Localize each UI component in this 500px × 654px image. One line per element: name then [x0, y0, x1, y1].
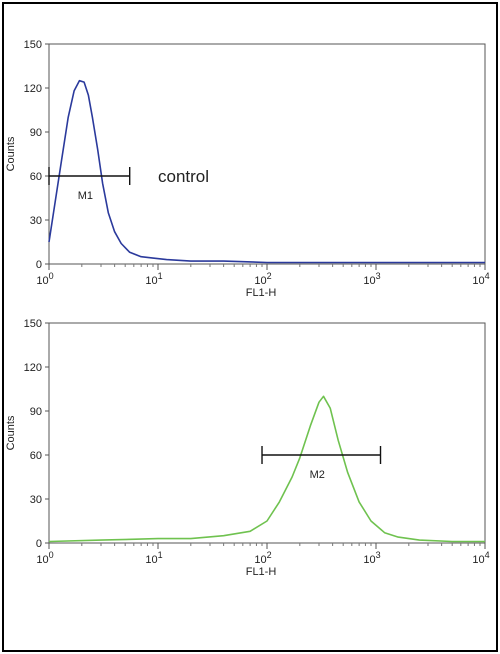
y-tick-label: 30 — [30, 494, 42, 506]
y-tick-label: 90 — [30, 127, 42, 139]
x-tick-label: 100 — [36, 550, 53, 566]
x-tick-label: 103 — [363, 271, 380, 287]
x-tick-label: 103 — [363, 550, 380, 566]
control-annotation: control — [158, 167, 209, 186]
y-tick-label: 120 — [24, 83, 42, 95]
y-tick-label: 120 — [24, 362, 42, 374]
y-tick-label: 60 — [30, 171, 42, 183]
y-tick-label: 0 — [36, 538, 42, 550]
y-tick-label: 90 — [30, 406, 42, 418]
histogram-panel-2: 0 30 60 90 120 150 100 101 102 103 104 FL1-H Counts M… — [5, 318, 490, 578]
histogram-line — [48, 79, 485, 264]
gate-label: M1 — [78, 190, 93, 202]
y-tick-label: 0 — [36, 259, 42, 271]
y-tick-label: 60 — [30, 450, 42, 462]
x-tick-label: 100 — [36, 271, 53, 287]
x-tick-label: 101 — [145, 271, 162, 287]
plot-area — [48, 322, 486, 544]
x-axis-title: FL1-H — [246, 287, 277, 299]
x-tick-label: 102 — [254, 550, 271, 566]
histogram-panel-1: 0 30 60 90 120 150 100 101 102 103 104 FL1-H Counts M… — [5, 39, 490, 299]
x-tick-label: 102 — [254, 271, 271, 287]
gate-label: M2 — [310, 469, 325, 481]
x-axis-title: FL1-H — [246, 566, 277, 578]
y-tick-label: 150 — [24, 39, 42, 51]
x-tick-label: 104 — [472, 550, 489, 566]
x-tick-label: 101 — [145, 550, 162, 566]
y-tick-label: 30 — [30, 215, 42, 227]
y-axis-title: Counts — [5, 136, 17, 171]
y-axis-title: Counts — [5, 415, 17, 450]
histogram-line — [48, 395, 485, 543]
y-tick-label: 150 — [24, 318, 42, 330]
x-tick-label: 104 — [472, 271, 489, 287]
